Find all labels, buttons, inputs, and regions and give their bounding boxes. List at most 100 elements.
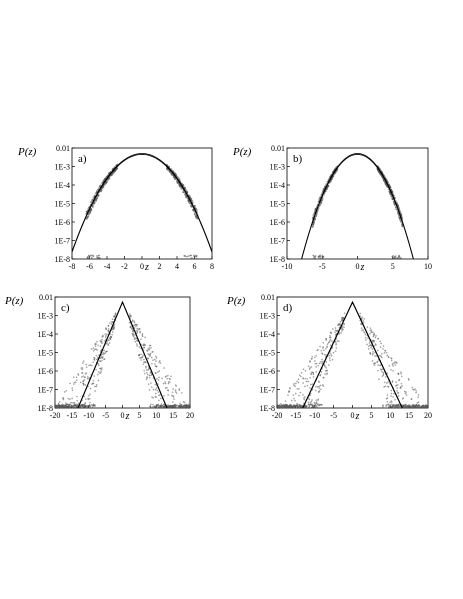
scatter-point (57, 404, 59, 407)
scatter-point (322, 385, 325, 387)
scatter-point (277, 406, 280, 408)
scatter-point (341, 328, 344, 330)
scatter-point (317, 399, 319, 401)
scatter-point (146, 371, 148, 374)
y-tick-label: 0.01 (271, 144, 285, 153)
scatter-point (385, 405, 387, 407)
scatter-point (303, 397, 305, 399)
scatter-point (172, 395, 175, 398)
y-tick-label: 1E-4 (269, 181, 285, 190)
scatter-point (101, 338, 103, 341)
scatter-point (150, 347, 152, 349)
scatter-point (136, 327, 138, 330)
scatter-point (82, 405, 84, 408)
scatter-point (391, 405, 394, 407)
scatter-point (155, 387, 158, 389)
scatter-point (195, 254, 197, 257)
scatter-point (133, 327, 136, 329)
scatter-point (100, 340, 102, 343)
scatter-point (192, 202, 194, 204)
scatter-point (362, 320, 364, 322)
scatter-point (136, 344, 138, 347)
scatter-point (389, 193, 392, 196)
scatter-point (88, 405, 90, 408)
x-tick-label: 2 (158, 262, 162, 271)
scatter-point (146, 376, 148, 378)
scatter-point (108, 342, 111, 344)
scatter-point (99, 185, 101, 187)
scatter-point (86, 377, 89, 380)
scatter-point (128, 321, 131, 324)
panel-label: c) (61, 302, 70, 314)
scatter-point (166, 377, 169, 380)
scatter-point (383, 381, 386, 384)
y-tick-label: 1E-3 (259, 312, 275, 321)
scatter-point (105, 180, 108, 183)
scatter-point (381, 353, 383, 355)
x-tick-label: -10 (83, 411, 94, 420)
scatter-point (394, 398, 396, 401)
scatter-point (382, 404, 384, 407)
scatter-point (306, 384, 309, 387)
scatter-point (392, 257, 395, 259)
scatter-point (310, 358, 313, 360)
scatter-point (326, 187, 328, 189)
y-tick-label: 1E-4 (259, 330, 275, 339)
scatter-point (312, 376, 315, 378)
scatter-point (312, 404, 315, 407)
scatter-point (323, 193, 325, 196)
scatter-point (102, 185, 105, 187)
scatter-point (296, 404, 298, 407)
scatter-point (321, 362, 323, 365)
scatter-point (387, 356, 390, 358)
scatter-point (416, 406, 419, 408)
scatter-point (407, 377, 410, 380)
fit-curve-2 (72, 153, 212, 252)
scatter-point (93, 348, 96, 351)
scatter-point (312, 254, 315, 257)
scatter-point (194, 255, 196, 258)
scatter-point (324, 373, 326, 375)
scatter-point (114, 312, 117, 315)
scatter-point (100, 356, 102, 359)
scatter-point (404, 392, 407, 395)
scatter-point (104, 336, 107, 338)
scatter-point (326, 345, 328, 348)
scatter-point (94, 390, 96, 392)
scatter-point (95, 368, 97, 371)
y-tick-label: 1E-5 (37, 349, 53, 358)
scatter-point (393, 256, 396, 258)
scatter-point (314, 218, 316, 220)
fit-curve-1 (302, 301, 403, 408)
scatter-point (364, 333, 367, 336)
scatter-point (326, 181, 329, 183)
scatter-point (312, 223, 314, 226)
x-tick-label: 20 (424, 411, 432, 420)
scatter-point (85, 372, 88, 374)
scatter-point (95, 358, 98, 361)
y-tick-label: 1E-4 (54, 181, 70, 190)
scatter-point (146, 349, 148, 352)
scatter-point (193, 213, 196, 216)
scatter-point (105, 327, 107, 329)
scatter-point (376, 360, 379, 363)
scatter-point (315, 401, 318, 403)
scatter-point (98, 364, 100, 367)
scatter-point (112, 172, 114, 175)
plot-frame (54, 296, 191, 409)
scatter-point (177, 406, 180, 408)
scatter-point (379, 172, 381, 175)
scatter-point (185, 196, 187, 199)
scatter-point (80, 367, 83, 369)
scatter-point (113, 171, 115, 174)
scatter-point (314, 362, 317, 365)
scatter-point (89, 201, 92, 204)
scatter-point (152, 388, 155, 391)
y-tick-label: 1E-6 (259, 367, 275, 376)
y-tick-label: 1E-8 (269, 255, 285, 264)
scatter-point (329, 175, 332, 177)
scatter-point (418, 403, 420, 406)
scatter-point (101, 342, 104, 345)
scatter-point (396, 390, 398, 392)
panel-c: 1E-8 1E-7 1E-6 1E-5 1E-4 1E-3 0.01 -20 -15 -10 -5 0… (4, 293, 194, 422)
